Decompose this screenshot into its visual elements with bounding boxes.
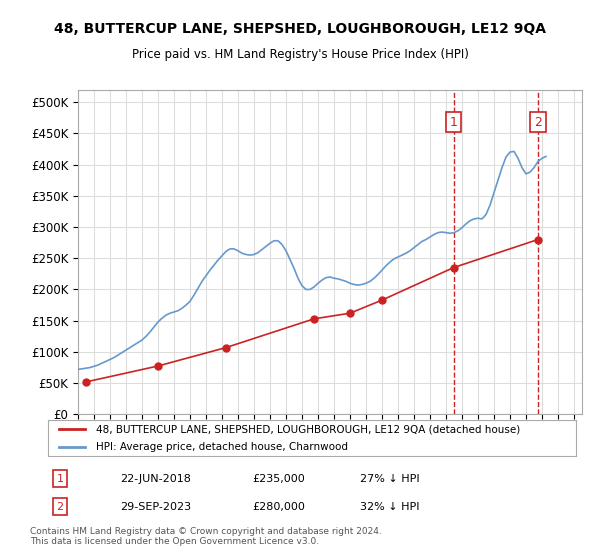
Text: £235,000: £235,000 (252, 474, 305, 484)
Text: Price paid vs. HM Land Registry's House Price Index (HPI): Price paid vs. HM Land Registry's House … (131, 48, 469, 60)
Text: 2: 2 (534, 115, 542, 129)
Text: 32% ↓ HPI: 32% ↓ HPI (360, 502, 419, 512)
Text: 1: 1 (56, 474, 64, 484)
Text: 2: 2 (56, 502, 64, 512)
Text: 27% ↓ HPI: 27% ↓ HPI (360, 474, 419, 484)
Text: HPI: Average price, detached house, Charnwood: HPI: Average price, detached house, Char… (95, 442, 347, 452)
Text: Contains HM Land Registry data © Crown copyright and database right 2024.
This d: Contains HM Land Registry data © Crown c… (30, 526, 382, 546)
Text: 48, BUTTERCUP LANE, SHEPSHED, LOUGHBOROUGH, LE12 9QA (detached house): 48, BUTTERCUP LANE, SHEPSHED, LOUGHBOROU… (95, 424, 520, 434)
Text: 1: 1 (449, 115, 457, 129)
Text: 48, BUTTERCUP LANE, SHEPSHED, LOUGHBOROUGH, LE12 9QA: 48, BUTTERCUP LANE, SHEPSHED, LOUGHBOROU… (54, 22, 546, 36)
Text: 22-JUN-2018: 22-JUN-2018 (120, 474, 191, 484)
Text: £280,000: £280,000 (252, 502, 305, 512)
Text: 29-SEP-2023: 29-SEP-2023 (120, 502, 191, 512)
